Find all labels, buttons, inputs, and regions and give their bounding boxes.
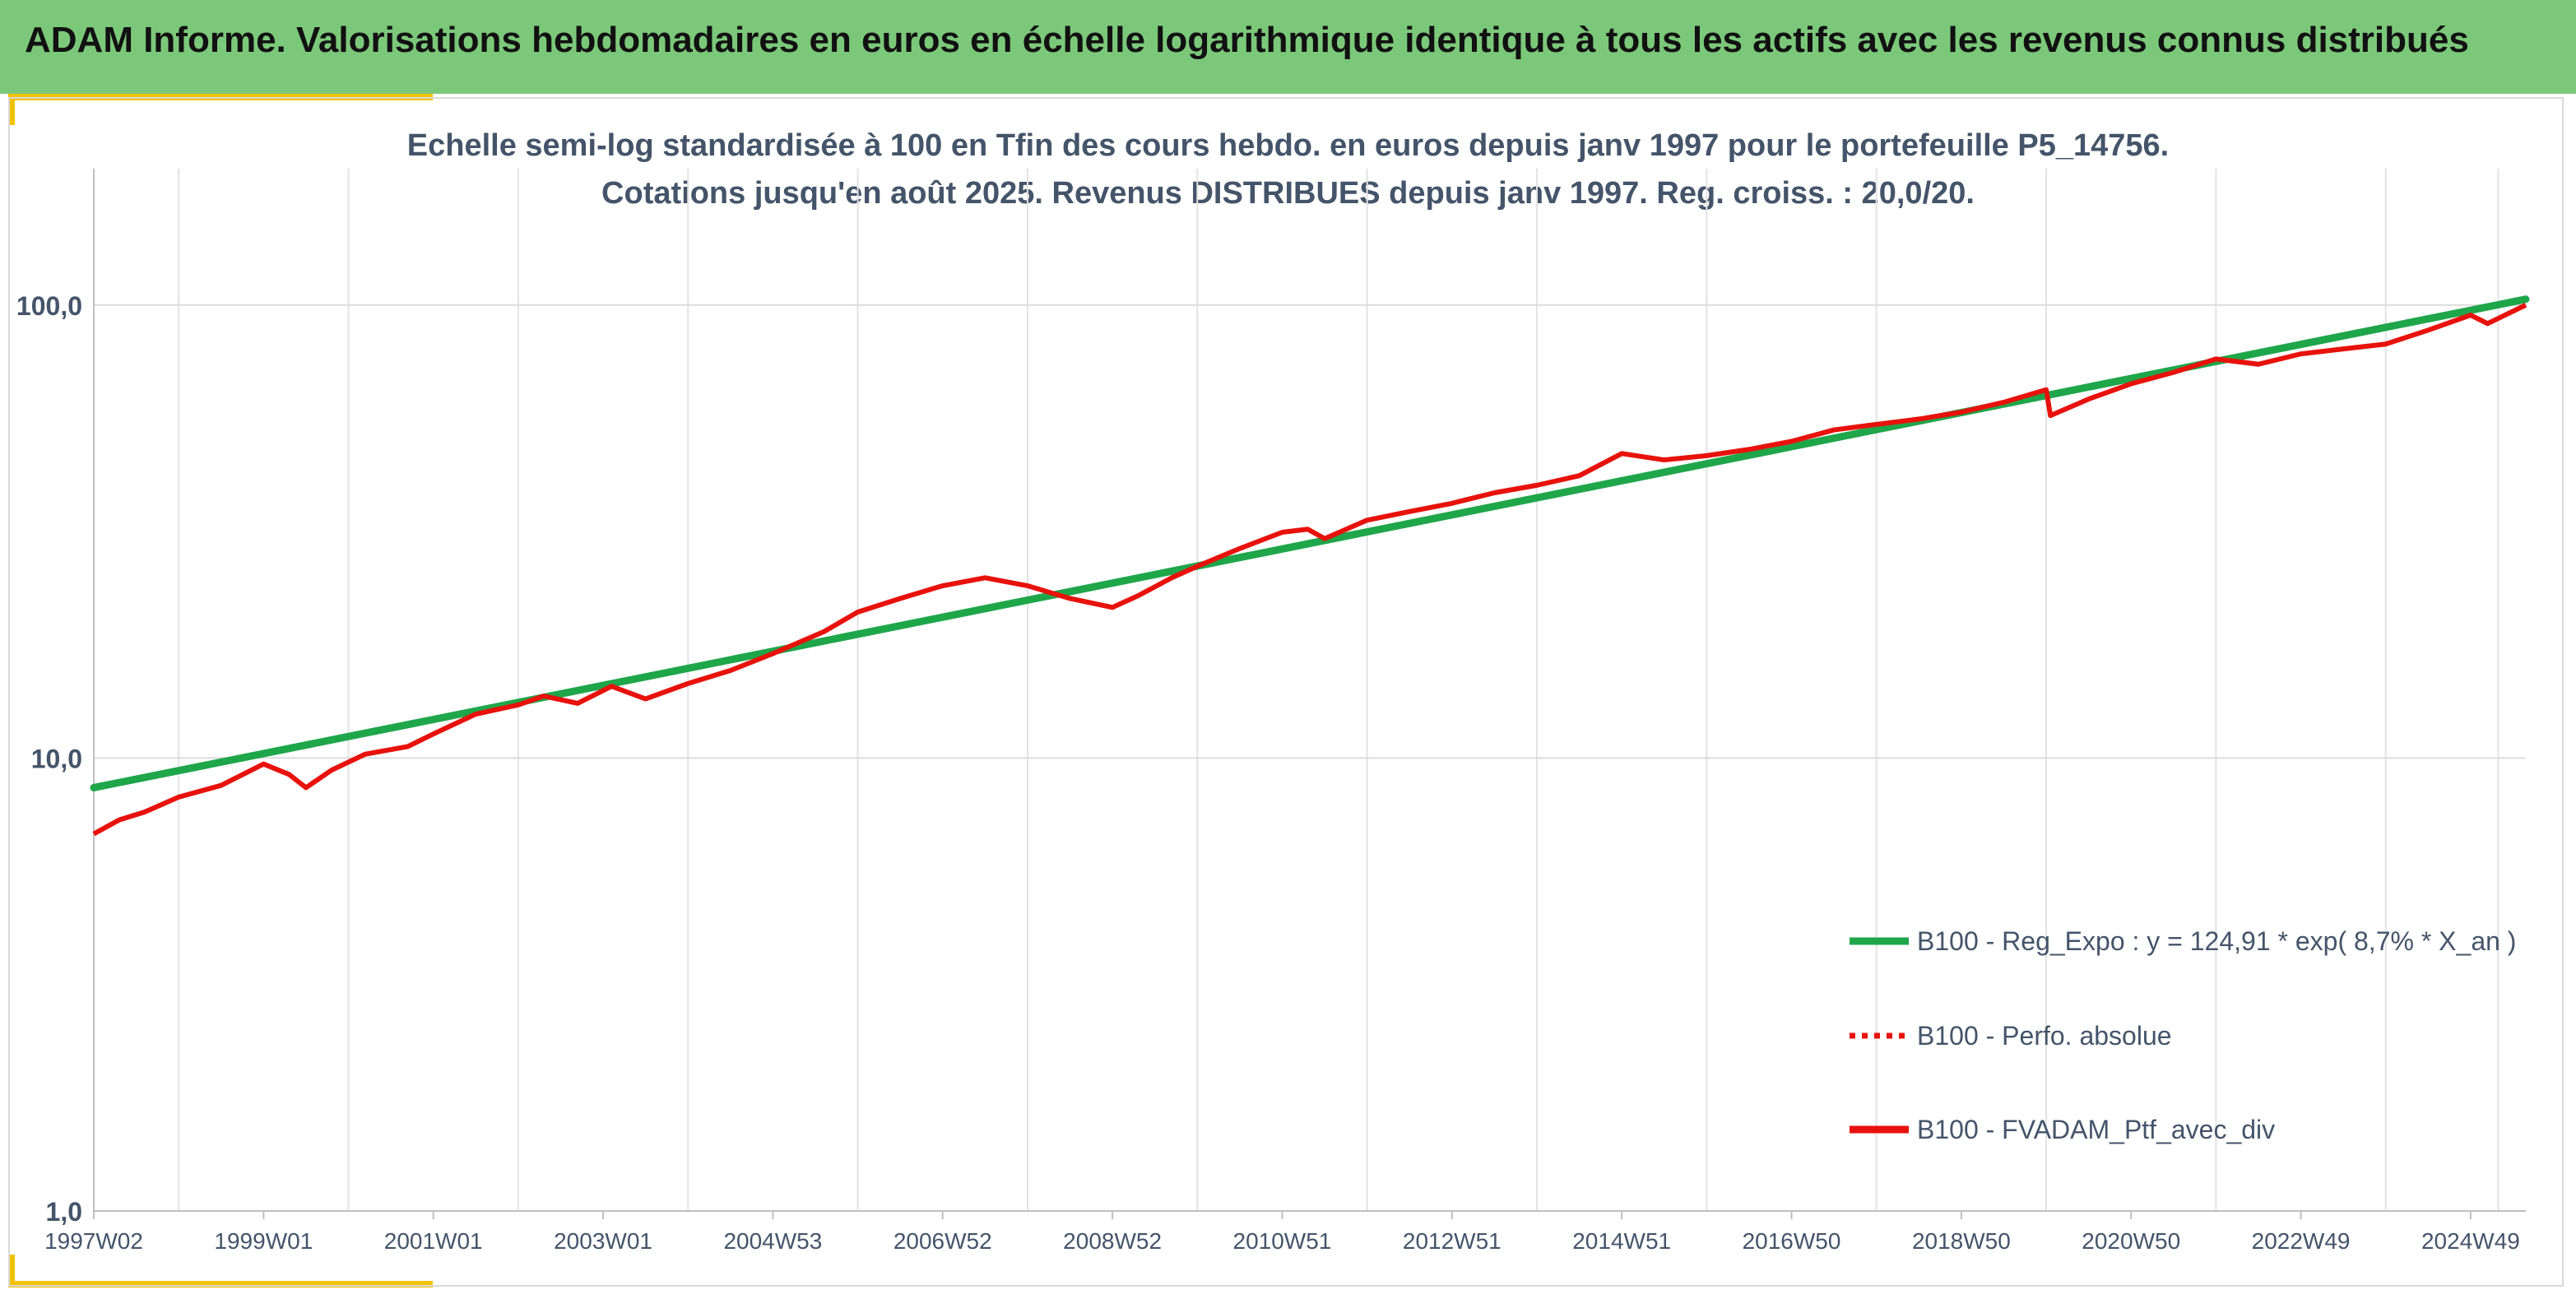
x-tick-label: 2008W52: [1063, 1228, 1162, 1254]
x-tick-label: 2018W50: [1912, 1228, 2011, 1254]
x-tick-label: 2012W51: [1403, 1228, 1502, 1254]
legend-label: B100 - Reg_Expo : y = 124,91 * exp( 8,7%…: [1917, 926, 2516, 956]
header-title: ADAM Informe. Valorisations hebdomadaire…: [25, 20, 2469, 60]
x-tick-label: 2010W51: [1233, 1228, 1332, 1254]
accent-bar-left-bottom: [8, 1255, 15, 1287]
series-portfolio-line: [92, 303, 2527, 837]
x-tick-label: 1997W02: [44, 1228, 143, 1254]
x-tick-label: 2014W51: [1572, 1228, 1671, 1254]
x-tick-label: 2006W52: [893, 1228, 992, 1254]
x-tick-label: 2024W49: [2421, 1228, 2520, 1254]
legend-label: B100 - FVADAM_Ptf_avec_div: [1917, 1115, 2275, 1144]
x-tick-label: 2001W01: [384, 1228, 483, 1254]
y-tick-label: 1,0: [46, 1197, 82, 1227]
chart-title-line-2: Cotations jusqu'en août 2025. Revenus DI…: [601, 176, 1975, 211]
accent-bar-left-top: [8, 94, 15, 125]
legend-label: B100 - Perfo. absolue: [1917, 1021, 2172, 1051]
chart-title-line-1: Echelle semi-log standardisée à 100 en T…: [406, 128, 2170, 163]
x-tick-label: 2022W49: [2252, 1228, 2351, 1254]
x-tick-label: 2020W50: [2082, 1228, 2180, 1254]
chart-frame: [8, 97, 2564, 1287]
y-tick-label: 10,0: [31, 744, 82, 773]
x-tick-label: 2003W01: [554, 1228, 652, 1254]
accent-bar-bottom: [8, 1281, 433, 1287]
header-banner: ADAM Informe. Valorisations hebdomadaire…: [0, 0, 2576, 94]
y-tick-label: 100,0: [16, 291, 82, 321]
x-tick-label: 1999W01: [214, 1228, 313, 1254]
x-tick-label: 2016W50: [1743, 1228, 1841, 1254]
series-regression-line: [90, 295, 2530, 791]
x-tick-label: 2004W53: [723, 1228, 822, 1254]
